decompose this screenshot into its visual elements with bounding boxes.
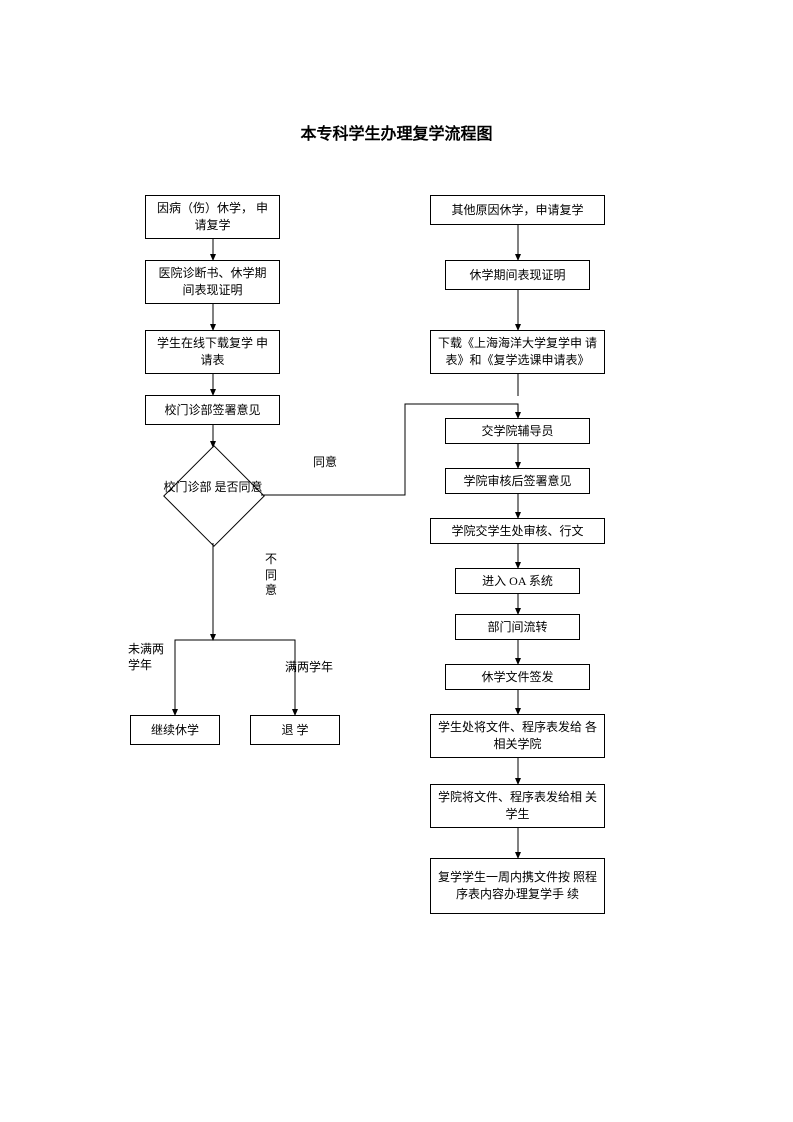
node-college-review: 学院审核后签署意见 <box>445 468 590 494</box>
node-clinic-sign: 校门诊部签署意见 <box>145 395 280 425</box>
node-distribute-student: 学院将文件、程序表发给相 关学生 <box>430 784 605 828</box>
node-download-forms: 下载《上海海洋大学复学申 请表》和《复学选课申请表》 <box>430 330 605 374</box>
decision-clinic-agree-label: 校门诊部 是否同意 <box>163 479 263 496</box>
node-oa-system: 进入 OA 系统 <box>455 568 580 594</box>
edge-label-disagree: 不 同 意 <box>265 552 277 599</box>
node-dept-circulate: 部门间流转 <box>455 614 580 640</box>
edge-label-two-years: 满两学年 <box>285 660 333 676</box>
node-complete-procedure: 复学学生一周内携文件按 照程序表内容办理复学手 续 <box>430 858 605 914</box>
node-distribute-college: 学生处将文件、程序表发给 各相关学院 <box>430 714 605 758</box>
edge-label-agree: 同意 <box>313 455 337 471</box>
node-doc-issue: 休学文件签发 <box>445 664 590 690</box>
edge-label-under-two-years: 未满两 学年 <box>128 642 164 673</box>
node-submit-counselor: 交学院辅导员 <box>445 418 590 444</box>
flowchart-lines <box>0 0 793 1122</box>
node-dropout: 退 学 <box>250 715 340 745</box>
node-performance-proof: 休学期间表现证明 <box>445 260 590 290</box>
node-other-reason: 其他原因休学，申请复学 <box>430 195 605 225</box>
node-student-affairs: 学院交学生处审核、行文 <box>430 518 605 544</box>
decision-clinic-agree <box>163 445 265 547</box>
node-left-start: 因病（伤）休学， 申请复学 <box>145 195 280 239</box>
page-title: 本专科学生办理复学流程图 <box>0 120 793 144</box>
node-download-form: 学生在线下载复学 申请表 <box>145 330 280 374</box>
node-hospital-proof: 医院诊断书、休学期 间表现证明 <box>145 260 280 304</box>
node-continue-leave: 继续休学 <box>130 715 220 745</box>
